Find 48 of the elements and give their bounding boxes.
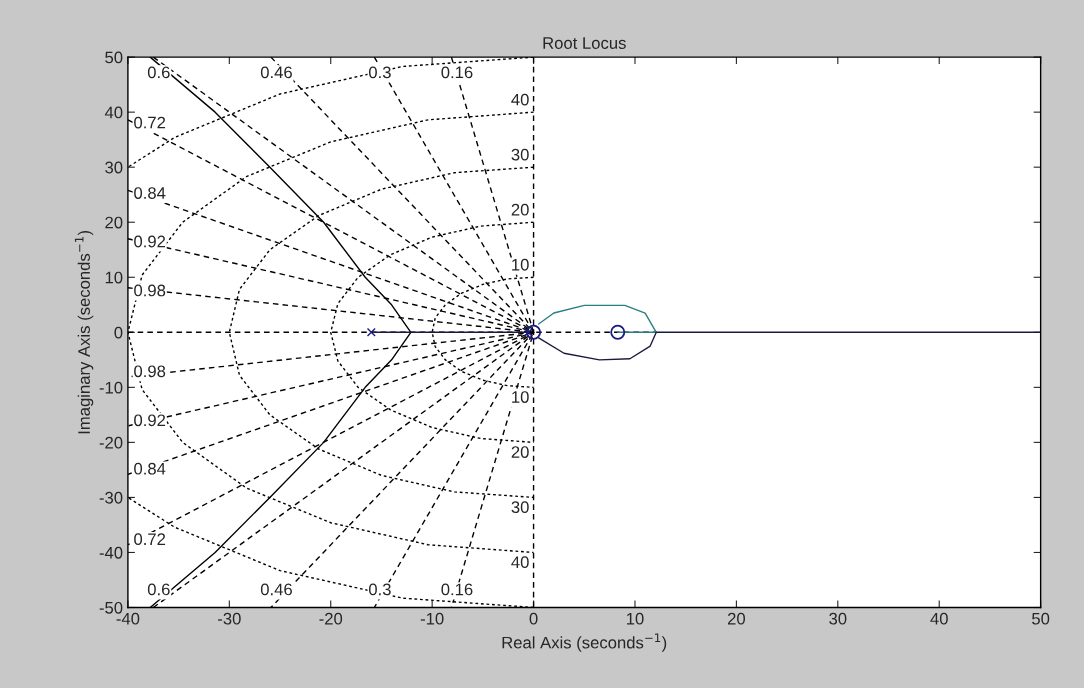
annotation: 0.16 [441, 583, 473, 596]
y-axis-title: Imaginary Axis (seconds$^{−1}$) [74, 230, 94, 434]
annotation: 0.3 [368, 583, 391, 596]
x-tick-label: 40 [930, 612, 948, 625]
annotation: 20 [511, 203, 529, 216]
annotation: 0.72 [134, 533, 166, 546]
x-tick-label: -20 [319, 612, 343, 625]
x-tick-label: 20 [727, 612, 746, 625]
y-tick-label: -20 [99, 436, 123, 449]
annotation: 0.84 [134, 462, 166, 475]
y-tick-label: -40 [99, 546, 123, 559]
y-tick-label: 0 [114, 326, 123, 339]
x-tick-label: 30 [829, 612, 847, 625]
x-axis-title: Real Axis (seconds$^{−1}$) [502, 633, 667, 652]
x-tick-label: -10 [420, 612, 444, 625]
annotation: 40 [511, 93, 529, 106]
annotation: 0.84 [134, 187, 166, 199]
y-tick-label: 50 [105, 51, 123, 64]
chart-title: Root Locus [543, 37, 626, 49]
x-tick-label: -40 [116, 612, 140, 625]
annotation: 0.92 [134, 235, 166, 248]
annotation: 30 [511, 501, 529, 514]
annotation: 0.98 [134, 365, 166, 378]
annotation: 0.98 [134, 284, 166, 297]
annotation: 40 [511, 556, 529, 569]
annotation: 0.46 [260, 583, 292, 596]
annotation: 10 [512, 391, 529, 403]
y-tick-label: 10 [105, 271, 123, 284]
y-tick-label: 30 [105, 161, 123, 174]
annotation: 0.3 [368, 66, 391, 79]
y-tick-label: -30 [99, 491, 123, 504]
y-tick-label: 20 [105, 216, 123, 229]
annotation: 20 [511, 446, 529, 458]
annotation: 0.6 [147, 583, 170, 596]
y-tick-label: -50 [99, 601, 123, 614]
annotation: 0.92 [134, 414, 166, 427]
annotation: 0.16 [441, 66, 473, 79]
x-tick-label: 0 [529, 612, 538, 625]
x-tick-label: 10 [626, 612, 644, 625]
x-tick-label: 50 [1032, 612, 1050, 625]
annotation: 30 [511, 148, 529, 161]
annotation: 10 [512, 258, 529, 271]
x-tick-label: -30 [218, 612, 241, 625]
annotation: 0.6 [147, 66, 170, 79]
y-tick-label: 40 [104, 106, 123, 119]
y-tick-label: -10 [99, 381, 123, 394]
annotation: 0.46 [260, 66, 292, 79]
annotation: 0.72 [134, 116, 166, 129]
